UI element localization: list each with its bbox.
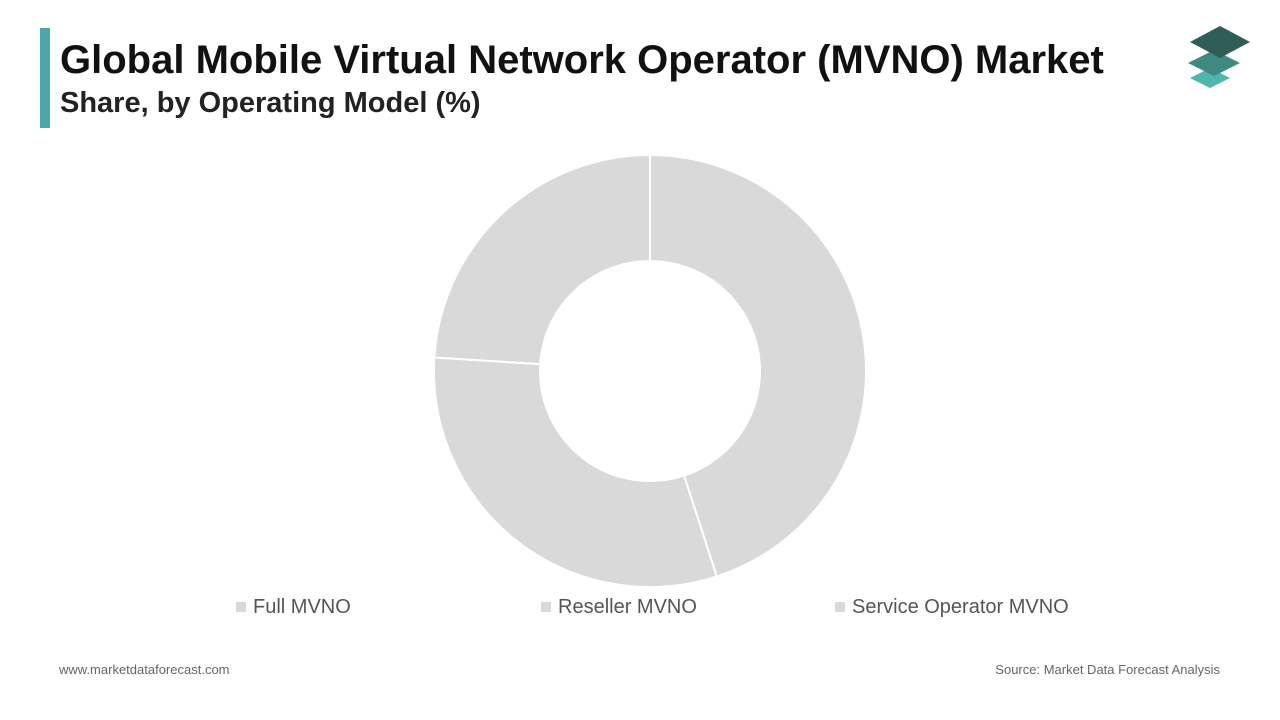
chart-title: Global Mobile Virtual Network Operator (… bbox=[60, 38, 1104, 82]
legend-label: Service Operator MVNO bbox=[852, 595, 1069, 618]
logo-layer-middle bbox=[1188, 50, 1240, 76]
legend-swatch bbox=[236, 602, 246, 612]
legend-item-reseller-mvno: Reseller MVNO bbox=[541, 596, 697, 618]
footer-source: Source: Market Data Forecast Analysis bbox=[995, 662, 1220, 677]
title-accent-bar bbox=[40, 28, 50, 128]
logo-layer-top bbox=[1190, 26, 1250, 58]
legend-item-service-operator-mvno: Service Operator MVNO bbox=[835, 596, 1069, 618]
chart-subtitle: Share, by Operating Model (%) bbox=[60, 87, 481, 119]
donut-slice-reseller-mvno bbox=[433, 356, 719, 588]
legend-swatch bbox=[835, 602, 845, 612]
donut-slice-service-operator-mvno bbox=[433, 153, 651, 366]
stacked-layers-icon bbox=[1188, 26, 1250, 88]
footer-website: www.marketdataforecast.com bbox=[59, 662, 230, 677]
donut-slices bbox=[433, 153, 867, 588]
legend-item-full-mvno: Full MVNO bbox=[236, 596, 351, 618]
legend-swatch bbox=[541, 602, 551, 612]
legend-label: Full MVNO bbox=[253, 595, 351, 618]
legend-label: Reseller MVNO bbox=[558, 595, 697, 618]
donut-slice-full-mvno bbox=[649, 153, 867, 578]
